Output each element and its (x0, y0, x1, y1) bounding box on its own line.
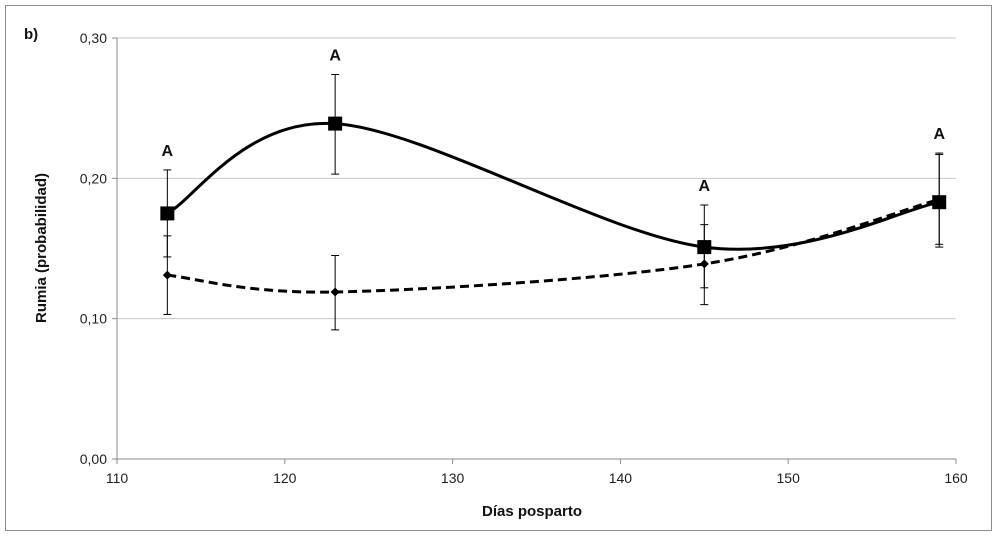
data-point-diamond (330, 287, 340, 297)
line-chart: 0,00 0,10 0,20 0,30 110 120 130 140 150 160 A A AA … (24, 26, 968, 520)
x-axis-title: Días posparto (482, 503, 582, 520)
y-tick-label: 0,00 (80, 451, 107, 467)
series-line-solid (166, 122, 940, 251)
series-line-dashed (167, 197, 940, 294)
significance-letter: A (699, 178, 711, 195)
y-tick-label: 0,10 (80, 311, 107, 327)
data-point-square (160, 206, 175, 221)
x-tick-label: 120 (273, 470, 297, 486)
data-point-square (328, 116, 343, 131)
tick-labels: 0,00 0,10 0,20 0,30 110 120 130 140 150 160 (80, 30, 968, 486)
annotations: A A A A (162, 47, 946, 195)
panel-label: b) (24, 26, 38, 43)
x-tick-label: 140 (609, 470, 633, 486)
x-tick-label: 110 (106, 470, 129, 486)
series-layer (160, 73, 947, 331)
y-axis-title: Rumia (probabilidad) (33, 173, 50, 323)
grid-lines (117, 37, 956, 320)
significance-letter: A (933, 126, 945, 143)
significance-letter: A (329, 47, 341, 64)
data-point-diamond (162, 270, 172, 280)
x-tick-label: 160 (944, 470, 968, 486)
axes (112, 37, 957, 464)
significance-letter: A (162, 143, 174, 160)
data-point-diamond (699, 259, 709, 269)
x-tick-label: 150 (777, 470, 801, 486)
data-point-square (697, 240, 712, 255)
x-tick-label: 130 (441, 470, 465, 486)
data-point-square (932, 195, 947, 210)
y-tick-label: 0,30 (80, 30, 107, 46)
y-tick-label: 0,20 (80, 170, 107, 186)
